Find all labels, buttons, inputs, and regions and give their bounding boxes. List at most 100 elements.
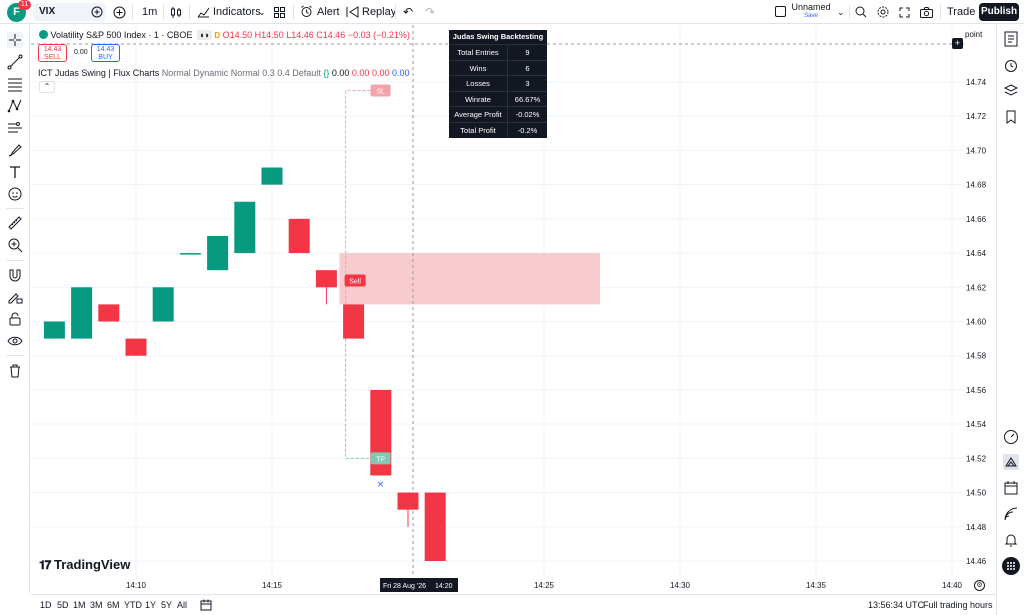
symbol-legend: Volatility S&P 500 Index · 1 · CBOE ◖◗ D…	[39, 30, 410, 40]
range-button-ytd[interactable]: YTD	[124, 600, 142, 610]
session-button[interactable]: Full trading hours	[923, 600, 993, 610]
layout-name-button[interactable]: Unnamed Save	[791, 2, 831, 20]
zoom-in-icon[interactable]	[7, 237, 23, 253]
buy-button[interactable]: 14.43 BUY	[91, 44, 120, 62]
lock-icon[interactable]	[7, 311, 23, 327]
range-button-3m[interactable]: 3M	[90, 600, 103, 610]
replay-button[interactable]: Replay	[362, 6, 397, 18]
candle-style-icon[interactable]	[170, 0, 182, 24]
indicator-legend[interactable]: ICT Judas Swing | Flux Charts Normal Dyn…	[38, 68, 410, 78]
indicator-settings-icon[interactable]: {}	[323, 68, 330, 78]
watchlist-icon[interactable]	[1003, 31, 1019, 47]
calendar-icon[interactable]	[1003, 480, 1019, 496]
crosshair-icon[interactable]	[7, 32, 23, 48]
sell-label: SELL	[43, 54, 62, 61]
magnet-icon[interactable]	[7, 267, 23, 283]
table-cell-value: 66.67%	[514, 94, 541, 104]
indicator-value: 0.00	[351, 68, 370, 78]
price-axis[interactable]: 14.74 14.72 14.70 14.68 14.66 14.64 14.62 14.60…	[964, 25, 996, 577]
candle-body	[179, 253, 201, 255]
indicators-icon[interactable]	[197, 0, 210, 24]
broadcast-icon[interactable]	[1003, 506, 1019, 522]
bottom-toolbar: 1D 5D 1M 3M 6M YTD 1Y 5Y All 13:56:34 UT…	[31, 594, 996, 615]
delay-badge: ◖◗	[196, 30, 212, 40]
layout-name: Unnamed	[791, 2, 831, 12]
time-axis[interactable]: 14:10 14:15 14:25 14:30 14:35 14:40 Fri 28 Aug…	[31, 577, 996, 593]
price-axis-header[interactable]: point	[965, 30, 983, 39]
fib-retracement-icon[interactable]	[7, 76, 23, 92]
replay-icon[interactable]	[346, 0, 359, 24]
indicator-value: 0.00	[371, 68, 390, 78]
publish-button[interactable]: Publish	[979, 3, 1019, 21]
camera-icon[interactable]	[920, 0, 933, 24]
price-scale[interactable]: 14.74 14.72 14.70 14.68 14.66 14.64 14.62 14.60…	[964, 25, 996, 577]
price-tick-label: 14.60	[966, 318, 987, 327]
range-button-1y[interactable]: 1Y	[145, 600, 157, 610]
trade-button[interactable]: Trade	[947, 6, 976, 18]
candle-body	[343, 304, 365, 339]
forecast-icon[interactable]	[7, 120, 23, 136]
symbol-search[interactable]	[33, 3, 106, 21]
sell-button[interactable]: 14.43 SELL	[38, 44, 67, 62]
utc-clock[interactable]: 13:56:34 UTC	[868, 600, 925, 610]
layout-checkbox[interactable]	[775, 6, 786, 17]
redo-icon[interactable]: ↷	[425, 5, 436, 19]
time-axis-settings-icon[interactable]: ⚙	[974, 580, 985, 591]
time-tick-label: 14:30	[670, 581, 691, 590]
interval-button[interactable]: 1m	[142, 6, 158, 18]
chevron-down-icon[interactable]: ⌄	[837, 7, 845, 17]
legend-symbol-title[interactable]: Volatility S&P 500 Index · 1 · CBOE	[50, 30, 193, 40]
emoji-icon[interactable]	[7, 186, 23, 202]
fullscreen-icon[interactable]	[899, 0, 910, 24]
layers-icon[interactable]	[1003, 83, 1019, 99]
undo-icon[interactable]: ↶	[403, 5, 414, 19]
lock-pencil-icon[interactable]	[7, 289, 23, 305]
go-to-date-icon[interactable]	[200, 599, 212, 611]
range-button-all[interactable]: All	[177, 600, 188, 610]
quick-search-icon[interactable]	[855, 0, 867, 24]
legend-high: H14.50	[254, 30, 284, 40]
notification-badge: 11	[18, 0, 31, 10]
apps-grid-icon[interactable]	[1002, 557, 1020, 575]
alarm-clock-icon[interactable]	[300, 0, 313, 24]
pine-editor-icon[interactable]	[1003, 454, 1019, 470]
layout-grid-icon[interactable]	[274, 0, 285, 24]
indicators-button[interactable]: Indicators	[213, 6, 261, 18]
bell-icon[interactable]	[1003, 532, 1019, 548]
sell-signal-label-bg	[344, 274, 366, 287]
table-cell-value: -0.2%	[517, 125, 538, 135]
range-button-5y[interactable]: 5Y	[161, 600, 173, 610]
ideas-icon[interactable]	[1003, 109, 1019, 125]
range-button-1m[interactable]: 1M	[73, 600, 86, 610]
trend-line-icon[interactable]	[7, 54, 23, 70]
gear-icon[interactable]	[877, 0, 889, 24]
alert-button[interactable]: Alert	[317, 6, 340, 18]
table-cell-value: 9	[525, 48, 530, 57]
indicator-params: Normal Dynamic Normal 0.3 0.4 Default	[161, 68, 321, 78]
watchlist-add-icon[interactable]	[91, 0, 103, 24]
range-button-1d[interactable]: 1D	[40, 600, 52, 610]
text-icon[interactable]	[7, 164, 23, 180]
buy-label: BUY	[98, 54, 113, 61]
collapse-legend-button[interactable]: ⌃	[39, 81, 55, 93]
add-price-line-icon[interactable]: +	[952, 38, 963, 49]
trash-icon[interactable]	[7, 363, 23, 379]
range-button-6m[interactable]: 6M	[107, 600, 120, 610]
brush-icon[interactable]	[7, 142, 23, 158]
candle-body	[98, 304, 120, 322]
time-scale[interactable]: 14:10 14:15 14:25 14:30 14:35 14:40 Fri 28 Aug…	[31, 577, 996, 593]
take-profit-label-bg	[370, 452, 391, 465]
price-tick-label: 14.48	[966, 523, 987, 532]
price-tick-label: 14.68	[966, 181, 987, 190]
compare-add-icon[interactable]	[113, 0, 126, 24]
eye-icon[interactable]	[7, 333, 23, 349]
alarm-clock-icon[interactable]	[1003, 57, 1019, 73]
chevron-down-icon[interactable]: ⌄	[258, 7, 266, 17]
pattern-icon[interactable]	[7, 98, 23, 114]
range-button-5d[interactable]: 5D	[57, 600, 69, 610]
table-row: Total Entries 9	[449, 44, 547, 60]
time-tick-label: 14:40	[942, 581, 963, 590]
gauge-icon[interactable]	[1003, 429, 1019, 445]
tradingview-logo[interactable]: 𝟏𝟕 TradingView	[39, 557, 130, 573]
ruler-icon[interactable]	[7, 215, 23, 231]
